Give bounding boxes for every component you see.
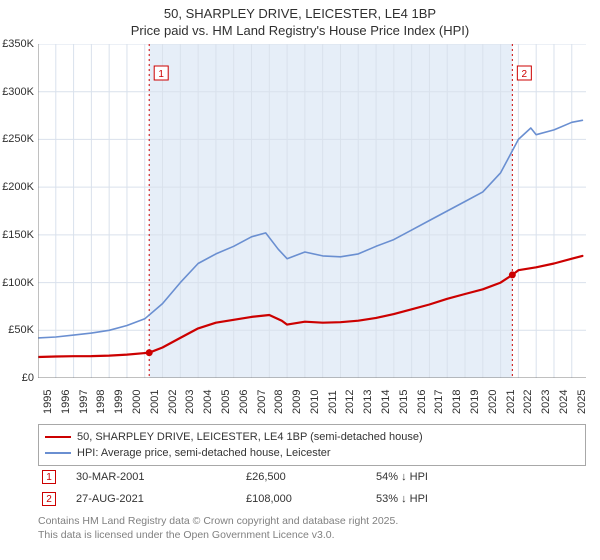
- y-tick-label: £300K: [2, 86, 34, 98]
- legend-swatch-hpi: [45, 452, 71, 454]
- x-tick-label: 2015: [398, 390, 410, 414]
- x-tick-label: 2018: [451, 390, 463, 414]
- y-tick-label: £0: [22, 372, 34, 384]
- marker-price-2: £108,000: [246, 493, 376, 505]
- x-tick-label: 1998: [95, 390, 107, 414]
- footer-copyright: Contains HM Land Registry data © Crown c…: [38, 514, 398, 528]
- x-tick-label: 2012: [344, 390, 356, 414]
- marker-row-2: 2 27-AUG-2021 £108,000 53% ↓ HPI: [38, 488, 586, 510]
- legend-item-hpi: HPI: Average price, semi-detached house,…: [45, 445, 579, 461]
- x-tick-label: 2023: [540, 390, 552, 414]
- x-tick-label: 2001: [149, 390, 161, 414]
- x-tick-label: 2002: [167, 390, 179, 414]
- marker-date-2: 27-AUG-2021: [76, 493, 246, 505]
- x-tick-label: 2000: [131, 390, 143, 414]
- x-tick-label: 2020: [487, 390, 499, 414]
- x-tick-label: 2022: [522, 390, 534, 414]
- x-tick-label: 1995: [42, 390, 54, 414]
- x-tick-label: 1999: [113, 390, 125, 414]
- chart-svg: 12: [38, 44, 586, 378]
- legend-item-property: 50, SHARPLEY DRIVE, LEICESTER, LE4 1BP (…: [45, 429, 579, 445]
- x-tick-label: 2010: [309, 390, 321, 414]
- marker-table: 1 30-MAR-2001 £26,500 54% ↓ HPI 2 27-AUG…: [38, 466, 586, 510]
- x-tick-label: 2025: [576, 390, 588, 414]
- x-tick-label: 2005: [220, 390, 232, 414]
- chart-container: 50, SHARPLEY DRIVE, LEICESTER, LE4 1BP P…: [0, 0, 600, 560]
- marker-badge-2: 2: [42, 492, 56, 506]
- x-tick-label: 2014: [380, 390, 392, 414]
- marker-row-1: 1 30-MAR-2001 £26,500 54% ↓ HPI: [38, 466, 586, 488]
- x-tick-label: 2013: [362, 390, 374, 414]
- x-tick-label: 2019: [469, 390, 481, 414]
- x-tick-label: 2008: [273, 390, 285, 414]
- y-tick-label: £200K: [2, 181, 34, 193]
- x-tick-label: 1997: [78, 390, 90, 414]
- x-tick-label: 2024: [558, 390, 570, 414]
- x-tick-label: 2004: [202, 390, 214, 414]
- marker-diff-2: 53% ↓ HPI: [376, 493, 428, 505]
- marker-badge-1: 1: [42, 470, 56, 484]
- x-tick-label: 2006: [238, 390, 250, 414]
- legend-label-property: 50, SHARPLEY DRIVE, LEICESTER, LE4 1BP (…: [77, 431, 423, 443]
- x-tick-label: 2011: [327, 390, 339, 414]
- x-tick-label: 2007: [256, 390, 268, 414]
- marker-price-1: £26,500: [246, 471, 376, 483]
- y-tick-label: £50K: [8, 324, 34, 336]
- title-subtitle: Price paid vs. HM Land Registry's House …: [0, 23, 600, 40]
- legend: 50, SHARPLEY DRIVE, LEICESTER, LE4 1BP (…: [38, 424, 586, 466]
- svg-text:1: 1: [158, 69, 164, 80]
- y-tick-label: £100K: [2, 277, 34, 289]
- y-tick-label: £150K: [2, 229, 34, 241]
- x-tick-label: 1996: [60, 390, 72, 414]
- x-tick-label: 2009: [291, 390, 303, 414]
- svg-text:2: 2: [522, 69, 528, 80]
- x-tick-label: 2016: [416, 390, 428, 414]
- plot-area: 12: [38, 44, 586, 378]
- y-tick-label: £350K: [2, 38, 34, 50]
- title-block: 50, SHARPLEY DRIVE, LEICESTER, LE4 1BP P…: [0, 0, 600, 40]
- legend-label-hpi: HPI: Average price, semi-detached house,…: [77, 447, 331, 459]
- y-tick-label: £250K: [2, 133, 34, 145]
- legend-swatch-property: [45, 436, 71, 438]
- title-address: 50, SHARPLEY DRIVE, LEICESTER, LE4 1BP: [0, 6, 600, 23]
- marker-date-1: 30-MAR-2001: [76, 471, 246, 483]
- x-axis-labels: 1995 1996 1997 1998 1999 2000 2001 2002 2003 2004…: [38, 380, 586, 420]
- marker-diff-1: 54% ↓ HPI: [376, 471, 428, 483]
- x-tick-label: 2021: [505, 390, 517, 414]
- x-tick-label: 2003: [184, 390, 196, 414]
- footer-licence: This data is licensed under the Open Gov…: [38, 528, 398, 542]
- x-tick-label: 2017: [433, 390, 445, 414]
- footer: Contains HM Land Registry data © Crown c…: [38, 514, 398, 542]
